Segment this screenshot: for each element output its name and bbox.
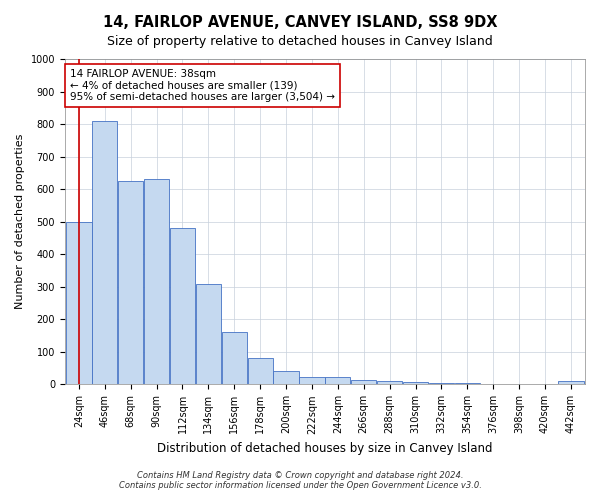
Bar [377, 381, 402, 384]
Bar [196, 284, 221, 384]
Bar [429, 383, 454, 384]
Bar [558, 381, 584, 384]
Text: 14, FAIRLOP AVENUE, CANVEY ISLAND, SS8 9DX: 14, FAIRLOP AVENUE, CANVEY ISLAND, SS8 9… [103, 15, 497, 30]
Bar [274, 371, 299, 384]
Bar [170, 228, 195, 384]
Bar [66, 222, 92, 384]
Bar [248, 358, 273, 384]
Bar [92, 121, 118, 384]
Text: Size of property relative to detached houses in Canvey Island: Size of property relative to detached ho… [107, 35, 493, 48]
Text: Contains HM Land Registry data © Crown copyright and database right 2024.
Contai: Contains HM Land Registry data © Crown c… [119, 470, 481, 490]
Bar [403, 382, 428, 384]
Bar [325, 378, 350, 384]
Bar [299, 378, 325, 384]
X-axis label: Distribution of detached houses by size in Canvey Island: Distribution of detached houses by size … [157, 442, 493, 455]
Y-axis label: Number of detached properties: Number of detached properties [15, 134, 25, 310]
Text: 14 FAIRLOP AVENUE: 38sqm
← 4% of detached houses are smaller (139)
95% of semi-d: 14 FAIRLOP AVENUE: 38sqm ← 4% of detache… [70, 69, 335, 102]
Bar [118, 181, 143, 384]
Bar [351, 380, 376, 384]
Bar [221, 332, 247, 384]
Bar [144, 180, 169, 384]
